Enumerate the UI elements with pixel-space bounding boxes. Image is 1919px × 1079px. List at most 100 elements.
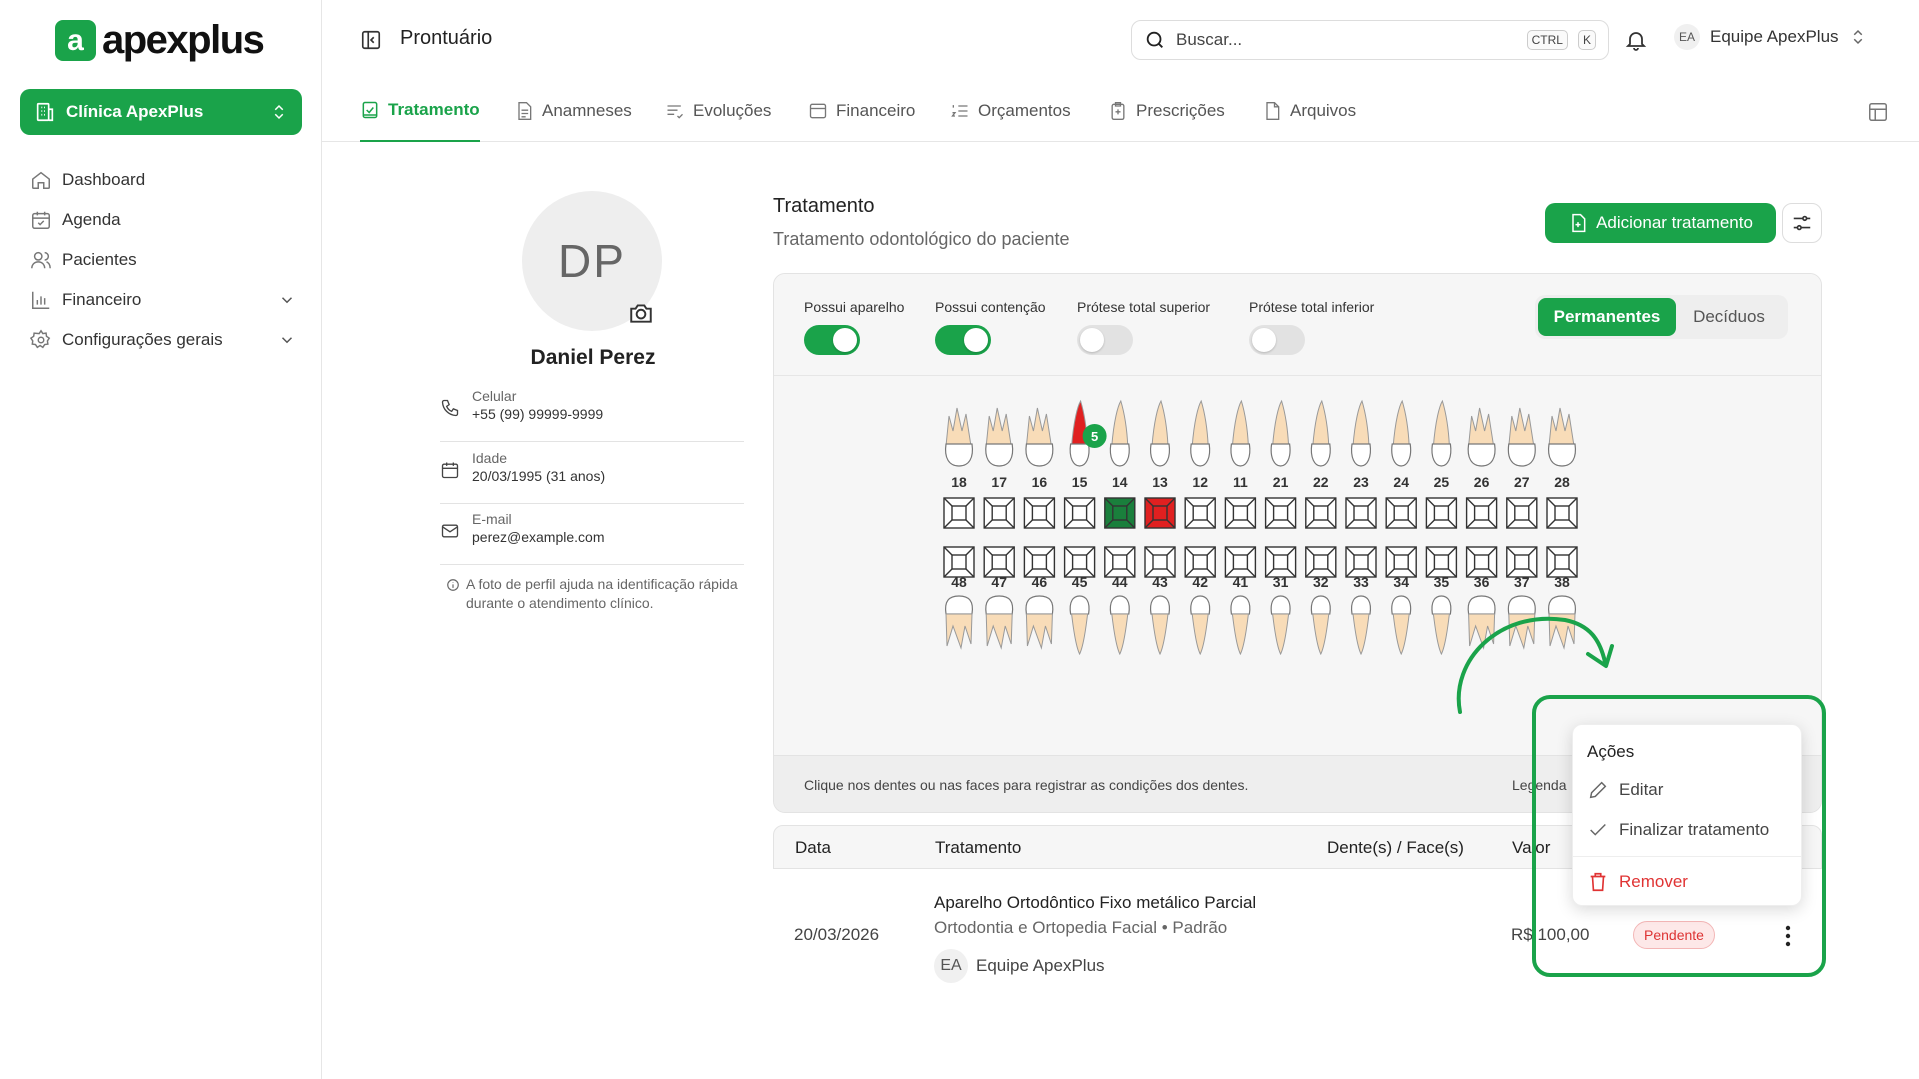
aparelho-switch[interactable] bbox=[804, 325, 860, 355]
tooth-face-28[interactable] bbox=[1546, 497, 1578, 529]
tooth-crown bbox=[985, 595, 1014, 615]
mail-icon bbox=[441, 524, 459, 538]
finish-menu-item[interactable]: Finalizar tratamento bbox=[1587, 814, 1769, 846]
tooth-face-46[interactable] bbox=[1023, 546, 1056, 578]
add-treatment-button[interactable]: Adicionar tratamento bbox=[1545, 203, 1776, 243]
tooth-face-12[interactable] bbox=[1184, 497, 1216, 529]
tooth-face-26[interactable] bbox=[1465, 497, 1498, 529]
clinic-selector-button[interactable]: Clínica ApexPlus bbox=[20, 89, 302, 135]
tooth-number: 12 bbox=[1192, 474, 1208, 490]
sidebar-item-configuracoes[interactable]: Configurações gerais bbox=[30, 320, 302, 360]
tooth-face-36[interactable] bbox=[1465, 546, 1498, 578]
actions-menu-title: Ações bbox=[1587, 742, 1635, 761]
tooth-face-23[interactable] bbox=[1345, 497, 1377, 529]
tab-label: Anamneses bbox=[542, 101, 632, 120]
camera-icon[interactable] bbox=[628, 300, 654, 326]
chevron-down-icon[interactable] bbox=[278, 331, 296, 349]
tooth-root bbox=[1191, 399, 1209, 447]
tooth-crown bbox=[1391, 443, 1412, 467]
tooth-face-33[interactable] bbox=[1345, 546, 1377, 578]
tab-prescricoes[interactable]: Prescrições bbox=[1108, 80, 1225, 142]
kebab-icon bbox=[1785, 925, 1791, 947]
legend-link[interactable]: Legenda bbox=[1512, 777, 1567, 793]
edit-menu-item[interactable]: Editar bbox=[1587, 774, 1663, 806]
tooth-face-48[interactable] bbox=[943, 546, 975, 578]
tooth-face-32[interactable] bbox=[1305, 546, 1337, 578]
tooth-crown bbox=[944, 595, 974, 615]
tooth-face-38[interactable] bbox=[1546, 546, 1578, 578]
tooth-face-16[interactable] bbox=[1023, 497, 1056, 529]
tooth-face-31[interactable] bbox=[1264, 546, 1297, 578]
tooth-face-15[interactable] bbox=[1063, 497, 1096, 529]
tab-label: Evoluções bbox=[693, 101, 772, 120]
deciduous-button[interactable]: Decíduos bbox=[1693, 307, 1765, 326]
tab-orcamentos[interactable]: Orçamentos bbox=[950, 80, 1071, 142]
sidebar-item-financeiro[interactable]: Financeiro bbox=[30, 280, 302, 320]
row-actions-button[interactable] bbox=[1773, 921, 1803, 951]
tooth-face-37[interactable] bbox=[1506, 546, 1538, 578]
tooth-number: 28 bbox=[1554, 474, 1570, 490]
toggle-label: Prótese total superior bbox=[1077, 299, 1211, 315]
sidebar-nav: Dashboard Agenda Pacientes Financeiro Co… bbox=[30, 160, 302, 360]
filter-button[interactable] bbox=[1782, 203, 1822, 243]
team-avatar: EA bbox=[934, 949, 968, 983]
sidebar: a apexplus Clínica ApexPlus Dashboard Ag… bbox=[0, 0, 322, 1079]
tooth-face-21[interactable] bbox=[1264, 497, 1297, 529]
tooth-face-18[interactable] bbox=[943, 497, 975, 529]
tooth-face-42[interactable] bbox=[1184, 546, 1216, 578]
tooth-crown bbox=[1025, 443, 1054, 467]
tab-arquivos[interactable]: Arquivos bbox=[1262, 80, 1356, 142]
tooth-face-34[interactable] bbox=[1385, 546, 1417, 578]
tooth-number: 21 bbox=[1273, 474, 1289, 490]
protese-inferior-switch[interactable] bbox=[1249, 325, 1305, 355]
sidebar-toggle-icon[interactable] bbox=[360, 29, 382, 51]
protese-superior-switch[interactable] bbox=[1077, 325, 1133, 355]
tooth-crown bbox=[1230, 595, 1251, 615]
tooth-crown bbox=[1467, 443, 1496, 467]
email-value: perez@example.com bbox=[472, 529, 605, 545]
tooth-number: 45 bbox=[1072, 574, 1088, 590]
tab-anamneses[interactable]: Anamneses bbox=[514, 80, 632, 142]
tooth-face-25[interactable] bbox=[1425, 497, 1458, 529]
tooth-face-24[interactable] bbox=[1385, 497, 1417, 529]
sidebar-item-dashboard[interactable]: Dashboard bbox=[30, 160, 302, 200]
tab-financeiro[interactable]: Financeiro bbox=[808, 80, 915, 142]
toggle-aparelho: Possui aparelho bbox=[804, 299, 904, 355]
record-tabs: Tratamento Anamneses Evoluções Financeir… bbox=[322, 80, 1919, 142]
contencao-switch[interactable] bbox=[935, 325, 991, 355]
menu-item-label: Finalizar tratamento bbox=[1619, 820, 1770, 839]
tooth-face-17[interactable] bbox=[983, 497, 1015, 529]
tooth-face-45[interactable] bbox=[1063, 546, 1096, 578]
tab-tratamento[interactable]: Tratamento bbox=[360, 80, 480, 142]
search-input[interactable] bbox=[1176, 30, 1517, 50]
tooth-face-22[interactable] bbox=[1305, 497, 1337, 529]
permanent-button[interactable]: Permanentes bbox=[1538, 298, 1676, 336]
bell-icon[interactable] bbox=[1624, 28, 1648, 52]
tooth-face-35[interactable] bbox=[1425, 546, 1458, 578]
logo[interactable]: a apexplus bbox=[55, 18, 265, 63]
tooth-face-41[interactable] bbox=[1224, 546, 1257, 578]
tab-evolucoes[interactable]: Evoluções bbox=[665, 80, 771, 142]
team-selector[interactable]: EA Equipe ApexPlus bbox=[1674, 24, 1867, 50]
treatment-title: Tratamento bbox=[773, 195, 875, 217]
chevron-down-icon[interactable] bbox=[278, 291, 296, 309]
tooth-root bbox=[1312, 399, 1330, 447]
age-value: 20/03/1995 (31 anos) bbox=[472, 468, 606, 484]
tooth-crown bbox=[1069, 443, 1090, 467]
layout-icon[interactable] bbox=[1867, 101, 1889, 123]
tooth-face-43[interactable] bbox=[1144, 546, 1176, 578]
tooth-face-11[interactable] bbox=[1224, 497, 1257, 529]
tooth-face-44[interactable] bbox=[1104, 546, 1136, 578]
sidebar-item-pacientes[interactable]: Pacientes bbox=[30, 240, 302, 280]
sidebar-item-label: Configurações gerais bbox=[62, 330, 223, 349]
remove-menu-item[interactable]: Remover bbox=[1587, 866, 1688, 898]
tooth-face-27[interactable] bbox=[1506, 497, 1538, 529]
tooth-face-14[interactable] bbox=[1104, 497, 1136, 529]
tooth-face-47[interactable] bbox=[983, 546, 1015, 578]
tooth-face-13[interactable] bbox=[1144, 497, 1176, 529]
clipboard-check-icon bbox=[362, 101, 378, 119]
sidebar-item-agenda[interactable]: Agenda bbox=[30, 200, 302, 240]
tooth-number: 16 bbox=[1032, 474, 1048, 490]
search-box[interactable]: CTRL K bbox=[1131, 20, 1609, 60]
table-row[interactable]: 20/03/2026 Aparelho Ortodôntico Fixo met… bbox=[773, 869, 1822, 983]
